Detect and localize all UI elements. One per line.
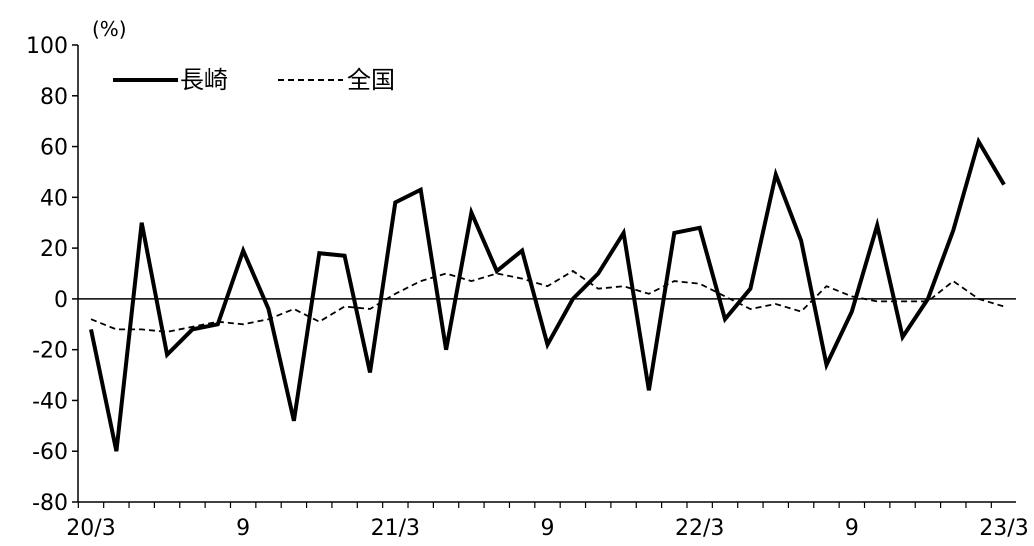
y-tick-label: 60 — [40, 136, 68, 161]
y-tick-label: -20 — [32, 339, 68, 364]
legend: 長崎 全国 — [113, 66, 395, 94]
y-tick-label: 80 — [40, 85, 68, 110]
y-tick-label: 40 — [40, 186, 68, 211]
legend-label-nagasaki: 長崎 — [180, 66, 228, 94]
y-tick-label: -40 — [32, 389, 68, 414]
y-axis: 100 80 60 40 20 0 -20 -40 -60 -80 — [26, 34, 79, 516]
y-tick-label: 20 — [40, 237, 68, 262]
y-axis-unit-label: (%) — [92, 17, 127, 41]
x-tick-label: 9 — [236, 516, 250, 541]
x-tick-label: 20/3 — [66, 516, 115, 541]
series-line-nagasaki — [89, 136, 1006, 452]
x-tick-label: 23/3 — [979, 516, 1028, 541]
x-tick-label: 21/3 — [371, 516, 420, 541]
x-axis: 20/3 9 21/3 9 22/3 9 23/3 — [66, 298, 1029, 541]
y-tick-label: 0 — [54, 288, 68, 313]
legend-label-national: 全国 — [347, 66, 395, 94]
series-line-national — [90, 269, 1005, 333]
y-tick-label: 100 — [26, 34, 68, 59]
y-tick-label: -80 — [32, 491, 68, 516]
x-tick-label: 22/3 — [675, 516, 724, 541]
plot-series — [89, 136, 1006, 452]
x-tick-label: 9 — [541, 516, 555, 541]
x-tick-label: 9 — [845, 516, 859, 541]
y-tick-label: -60 — [32, 440, 68, 465]
